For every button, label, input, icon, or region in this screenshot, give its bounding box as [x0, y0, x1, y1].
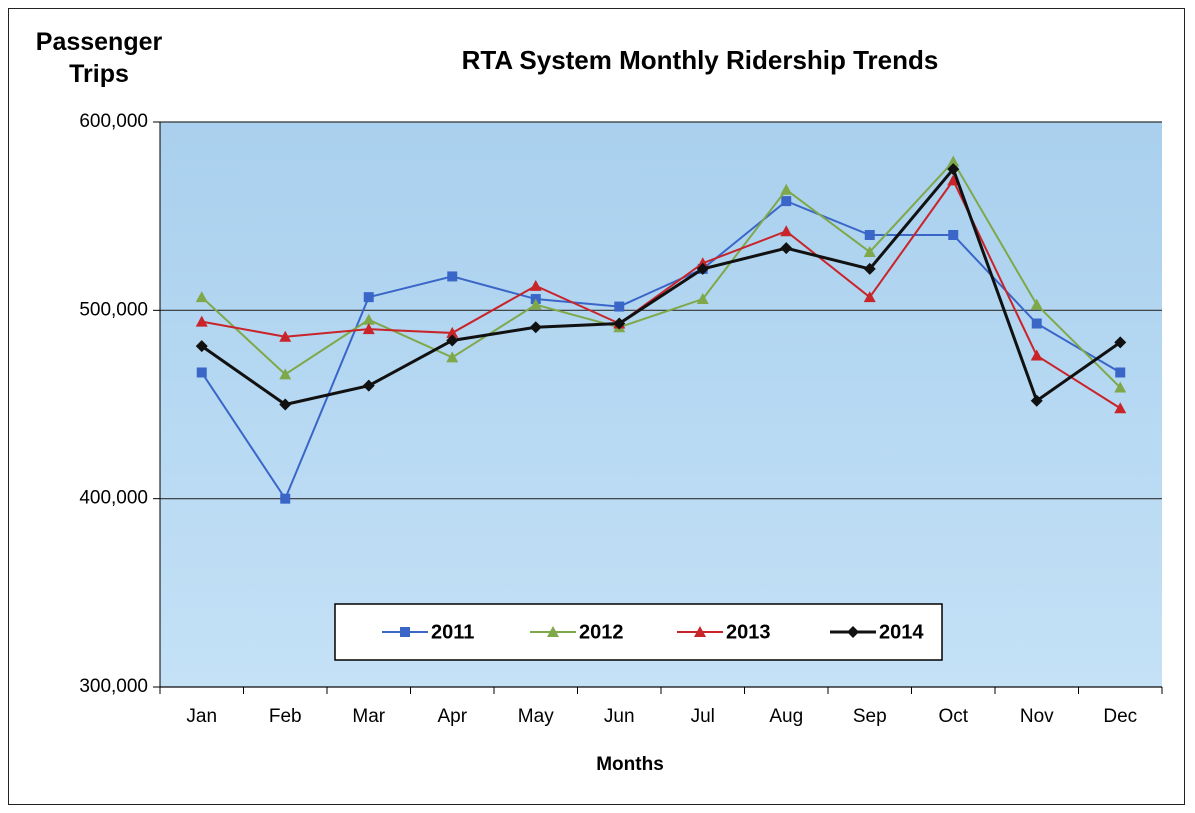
y-tick-label: 400,000	[79, 488, 148, 509]
marker	[947, 163, 960, 176]
series	[195, 163, 1127, 411]
marker	[947, 174, 960, 186]
marker	[363, 292, 374, 303]
marker	[863, 291, 876, 303]
marker	[400, 627, 410, 637]
series	[195, 155, 1127, 393]
marker	[196, 367, 207, 378]
marker	[279, 330, 292, 342]
marker	[780, 242, 793, 255]
marker	[863, 262, 876, 275]
marker	[614, 301, 625, 312]
x-tick-label: May	[518, 706, 554, 727]
legend-label: 2012	[579, 621, 624, 643]
marker	[863, 245, 876, 257]
x-tick-label: Nov	[1020, 706, 1054, 727]
legend-label: 2014	[879, 621, 924, 643]
x-tick-label: Dec	[1103, 706, 1137, 727]
x-tick-label: Apr	[437, 706, 467, 727]
x-tick-label: Jan	[186, 706, 217, 727]
series-line	[200, 166, 1122, 407]
marker	[279, 398, 292, 411]
x-tick-label: Oct	[938, 706, 968, 727]
marker	[529, 279, 542, 291]
marker	[613, 317, 626, 330]
marker	[1030, 349, 1043, 361]
marker	[948, 230, 959, 240]
marker	[864, 230, 875, 240]
marker	[781, 196, 792, 207]
marker	[780, 225, 793, 237]
marker	[446, 326, 459, 338]
x-tick-label: Feb	[269, 706, 302, 727]
marker	[696, 262, 709, 275]
marker	[696, 293, 709, 305]
marker	[362, 379, 375, 392]
marker	[279, 368, 292, 380]
marker	[1114, 381, 1127, 393]
marker	[1115, 367, 1126, 378]
marker	[362, 313, 375, 325]
x-tick-label: Jun	[604, 706, 635, 727]
marker	[446, 334, 459, 347]
y-tick-label: 600,000	[79, 111, 148, 132]
marker	[780, 183, 793, 195]
x-tick-label: Sep	[853, 706, 887, 727]
marker	[195, 340, 208, 353]
x-tick-label: Jul	[691, 706, 715, 727]
marker	[529, 298, 542, 310]
y-tick-label: 500,000	[79, 299, 148, 320]
marker	[195, 291, 208, 303]
marker	[446, 351, 459, 363]
marker	[1114, 336, 1127, 349]
chart-title: RTA System Monthly Ridership Trends	[462, 45, 939, 75]
marker	[1030, 394, 1043, 407]
series-line	[201, 159, 1121, 389]
marker	[1030, 298, 1043, 310]
frame	[8, 8, 1185, 805]
marker	[195, 315, 208, 327]
y-axis-title: Passenger Trips	[35, 28, 163, 88]
marker	[1114, 402, 1127, 414]
marker	[280, 493, 291, 504]
x-axis-title: Months	[596, 754, 664, 775]
marker	[847, 626, 859, 638]
plot-area	[160, 122, 1162, 687]
marker	[947, 155, 960, 167]
legend-label: 2011	[431, 621, 474, 643]
marker	[362, 323, 375, 335]
x-tick-label: Mar	[352, 706, 385, 727]
marker	[694, 626, 706, 637]
marker	[696, 257, 709, 269]
y-tick-label: 300,000	[79, 676, 148, 697]
marker	[547, 626, 559, 637]
x-tick-label: Aug	[769, 706, 803, 727]
marker	[447, 271, 458, 282]
legend-label: 2013	[726, 621, 771, 643]
marker	[1031, 318, 1042, 329]
marker	[529, 321, 542, 334]
